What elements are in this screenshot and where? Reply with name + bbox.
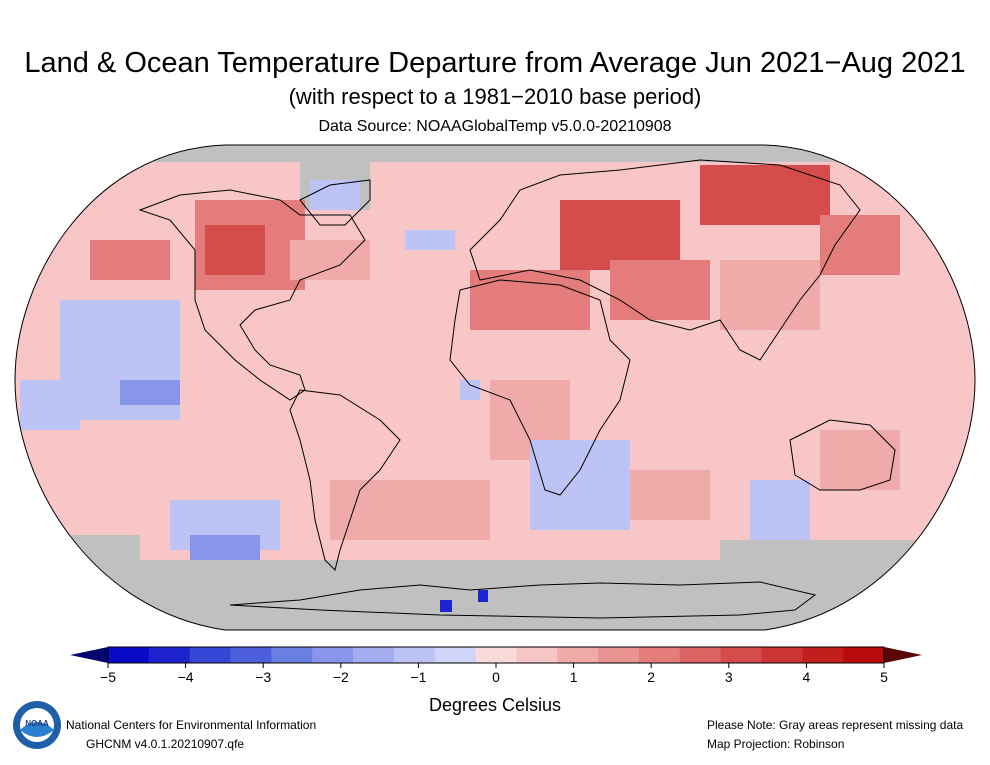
warm-siberia bbox=[700, 165, 830, 225]
coast-eurasia bbox=[469, 159, 861, 361]
colorbar-cell bbox=[475, 647, 517, 663]
colorbar-cells bbox=[108, 647, 885, 663]
colorbar-low-arrow bbox=[70, 647, 108, 663]
colorbar-tick-label: −3 bbox=[255, 669, 271, 685]
coast-africa bbox=[449, 279, 631, 496]
world-map bbox=[14, 144, 976, 631]
colorbar-tick-label: 2 bbox=[647, 669, 655, 685]
warm-middle-east bbox=[610, 260, 710, 320]
warm-south-atlantic bbox=[330, 480, 490, 540]
colorbar-cell bbox=[802, 647, 844, 663]
colorbar-cell bbox=[638, 647, 681, 663]
noaa-logo: NOAA bbox=[13, 701, 61, 749]
cool-tropical-pacific bbox=[120, 380, 180, 405]
globe-outline bbox=[14, 144, 976, 631]
warm-nw-pacific bbox=[820, 215, 900, 275]
missing-south-indian bbox=[720, 540, 975, 565]
colorbar-tick-label: −1 bbox=[410, 669, 426, 685]
cool-southern-africa bbox=[530, 440, 630, 530]
warm-nw-pacific-coast bbox=[205, 225, 265, 275]
colorbar-cell bbox=[516, 647, 558, 663]
warm-east-asia bbox=[720, 260, 820, 330]
colorbar-cell bbox=[720, 647, 762, 663]
footer-missing-note: Please Note: Gray areas represent missin… bbox=[707, 718, 964, 732]
colorbar-units: Degrees Celsius bbox=[428, 695, 562, 715]
missing-south-pacific bbox=[15, 535, 140, 565]
map-title: Land & Ocean Temperature Departure from … bbox=[24, 47, 966, 79]
colorbar-cell bbox=[271, 647, 313, 663]
data-source: Data Source: NOAAGlobalTemp v5.0.0-20210… bbox=[318, 118, 672, 135]
colorbar-tick-label: 3 bbox=[725, 669, 733, 685]
warm-australia bbox=[820, 430, 900, 490]
colorbar-ticks bbox=[107, 663, 885, 668]
colorbar: −5 −4 −3 −2 −1 0 1 2 3 4 5 bbox=[70, 646, 922, 685]
cool-south-indian bbox=[750, 480, 810, 540]
colorbar-cell bbox=[761, 647, 803, 663]
warm-north-africa bbox=[470, 270, 590, 330]
coast-south-america bbox=[289, 389, 401, 571]
colorbar-high-arrow bbox=[884, 647, 922, 663]
cool-north-atlantic bbox=[405, 230, 455, 250]
colorbar-tick-label: 4 bbox=[803, 669, 811, 685]
coast-antarctica bbox=[229, 581, 817, 619]
warm-north-pacific bbox=[90, 240, 170, 280]
colorbar-cell bbox=[843, 647, 885, 663]
warm-south-indian bbox=[620, 470, 710, 520]
cool-south-pacific-core bbox=[190, 535, 260, 560]
footer-projection: Map Projection: Robinson bbox=[707, 737, 845, 751]
colorbar-cell bbox=[353, 647, 395, 663]
map-subtitle: (with respect to a 1981−2010 base period… bbox=[288, 84, 702, 109]
coast-australia bbox=[789, 419, 896, 491]
logo-wave bbox=[20, 722, 54, 737]
colorbar-tick-label: 5 bbox=[880, 669, 888, 685]
colorbar-cell bbox=[108, 647, 150, 663]
missing-antarctic bbox=[15, 560, 975, 630]
colorbar-cell bbox=[230, 647, 272, 663]
colorbar-tick-label: −4 bbox=[178, 669, 194, 685]
cool-gulf-of-guinea bbox=[460, 380, 480, 400]
missing-arctic bbox=[15, 145, 975, 162]
cool-antarctic-cell-a bbox=[440, 600, 452, 612]
cool-arctic-canada bbox=[310, 180, 360, 210]
cool-antarctic-cell-b bbox=[478, 590, 488, 602]
colorbar-cell bbox=[598, 647, 640, 663]
coast-north-america bbox=[138, 189, 366, 401]
colorbar-cell bbox=[189, 647, 232, 663]
anomaly-field bbox=[15, 145, 975, 630]
colorbar-cell bbox=[679, 647, 722, 663]
colorbar-cell bbox=[434, 647, 477, 663]
footer-dataset: GHCNM v4.0.1.20210907.qfe bbox=[86, 737, 245, 751]
colorbar-cell bbox=[148, 647, 191, 663]
colorbar-tick-labels: −5 −4 −3 −2 −1 0 1 2 3 4 5 bbox=[100, 669, 888, 685]
colorbar-tick-label: 1 bbox=[570, 669, 578, 685]
colorbar-cell bbox=[557, 647, 599, 663]
coast-greenland bbox=[299, 179, 371, 226]
cool-pacific-edge bbox=[20, 380, 80, 430]
footer-org: National Centers for Environmental Infor… bbox=[66, 718, 317, 732]
colorbar-tick-label: 0 bbox=[492, 669, 500, 685]
warm-nw-atlantic bbox=[290, 240, 370, 280]
colorbar-cell bbox=[312, 647, 354, 663]
logo-text: NOAA bbox=[25, 719, 49, 728]
warm-eastern-europe bbox=[560, 200, 680, 270]
colorbar-tick-label: −5 bbox=[100, 669, 116, 685]
colorbar-cell bbox=[393, 647, 436, 663]
colorbar-tick-label: −2 bbox=[333, 669, 349, 685]
coastlines bbox=[138, 159, 896, 619]
